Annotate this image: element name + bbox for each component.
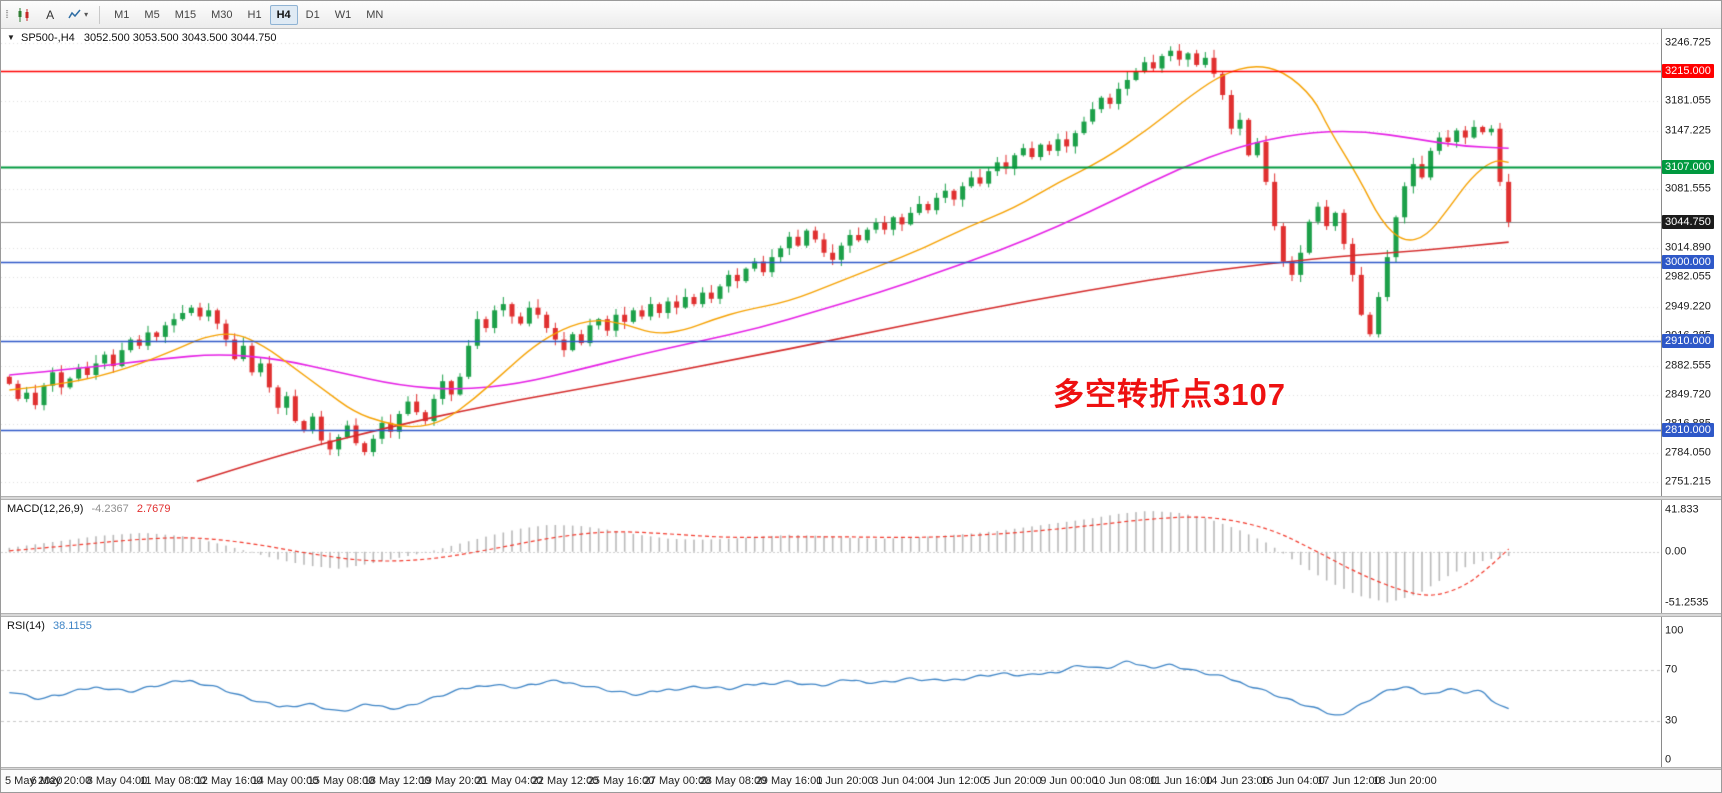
timeframe-button-group: M1 M5 M15 M30 H1 H4 D1 W1 MN (107, 4, 390, 25)
price-axis[interactable]: 3246.725 3181.055 3147.225 3081.555 3014.890… (1661, 29, 1721, 496)
price-tick-label: 3181.055 (1665, 94, 1711, 107)
rsi-label: RSI(14) (7, 620, 45, 632)
rsi-canvas[interactable] (1, 617, 1661, 767)
level-price-label: 2810.000 (1662, 422, 1714, 437)
time-tick-label: 27 May 00:00 (643, 775, 711, 787)
ohlc-values: 3052.500 3053.500 3043.500 3044.750 (83, 32, 277, 44)
chart-type-icon[interactable] (12, 4, 36, 26)
symbol-dropdown-icon[interactable]: ▼ (7, 33, 15, 42)
time-tick-label: 16 Jun 04:00 (1261, 775, 1325, 787)
tf-button-w1[interactable]: W1 (328, 5, 359, 25)
tf-button-m30[interactable]: M30 (204, 5, 239, 25)
macd-tick-label: -51.2535 (1665, 596, 1709, 609)
macd-value: -4.2367 (91, 503, 129, 515)
macd-label: MACD(12,26,9) (7, 503, 84, 515)
time-tick-label: 9 Jun 00:00 (1040, 775, 1098, 787)
price-tick-label: 3081.555 (1665, 182, 1711, 195)
macd-panel: MACD(12,26,9) -4.2367 2.7679 41.833 0.00 -… (1, 500, 1721, 613)
rsi-tick-label: 0 (1665, 753, 1672, 766)
symbol-label: SP500-,H4 (20, 32, 75, 44)
time-tick-label: 17 Jun 12:00 (1317, 775, 1381, 787)
price-tick-label: 2751.215 (1665, 475, 1711, 488)
rsi-tick-label: 70 (1665, 663, 1678, 676)
rsi-axis[interactable]: 100 70 30 0 (1661, 617, 1721, 767)
rsi-tick-label: 100 (1665, 624, 1684, 637)
time-tick-label: 18 May 12:00 (363, 775, 431, 787)
tf-button-d1[interactable]: D1 (299, 5, 327, 25)
time-tick-label: 12 May 16:00 (195, 775, 263, 787)
tf-button-h4[interactable]: H4 (269, 4, 298, 25)
level-price-label: 3107.000 (1662, 159, 1714, 174)
time-tick-label: 28 May 08:00 (699, 775, 767, 787)
time-tick-label: 6 May 20:00 (30, 775, 92, 787)
indicator-zigzag-icon (68, 9, 81, 18)
tf-button-m1[interactable]: M1 (107, 5, 136, 25)
time-tick-label: 19 May 20:00 (419, 775, 487, 787)
symbol-header: ▼ SP500-,H4 3052.500 3053.500 3043.500 3… (7, 32, 277, 44)
price-tick-label: 2784.050 (1665, 446, 1711, 459)
tf-button-mn[interactable]: MN (359, 5, 390, 25)
time-tick-label: 11 May 08:00 (140, 775, 206, 787)
time-tick-label: 3 Jun 04:00 (872, 775, 930, 787)
time-tick-label: 4 Jun 12:00 (928, 775, 986, 787)
price-tick-label: 3246.725 (1665, 36, 1711, 49)
price-tick-label: 3147.225 (1665, 124, 1711, 137)
rsi-panel: RSI(14) 38.1155 100 70 30 0 (1, 617, 1721, 767)
time-tick-label: 15 May 08:00 (307, 775, 375, 787)
candlestick-icon (18, 7, 29, 22)
time-tick-label: 1 Jun 20:00 (816, 775, 874, 787)
macd-axis[interactable]: 41.833 0.00 -51.2535 (1661, 500, 1721, 613)
price-tick-label: 3014.890 (1665, 241, 1711, 254)
macd-canvas[interactable] (1, 500, 1661, 613)
time-tick-label: 5 Jun 20:00 (984, 775, 1042, 787)
time-tick-label: 10 Jun 08:00 (1093, 775, 1157, 787)
rsi-header: RSI(14) 38.1155 (7, 620, 92, 632)
time-tick-label: 29 May 16:00 (755, 775, 823, 787)
rsi-value: 38.1155 (52, 620, 92, 632)
price-tick-label: 2982.055 (1665, 270, 1711, 283)
time-tick-label: 11 Jun 16:00 (1149, 775, 1213, 787)
indicators-button[interactable]: ▾ (64, 4, 92, 26)
time-tick-label: 22 May 12:00 (531, 775, 599, 787)
time-axis[interactable]: 5 May 2020 6 May 20:00 8 May 04:00 11 May 0… (1, 770, 1721, 792)
macd-tick-label: 0.00 (1665, 545, 1687, 558)
level-price-label: 3000.000 (1662, 254, 1714, 269)
panel-divider[interactable] (1, 767, 1721, 770)
time-tick-label: 5 May 2020 (5, 775, 63, 787)
chevron-down-icon: ▾ (84, 10, 89, 19)
level-price-label: 3215.000 (1662, 64, 1714, 79)
price-tick-label: 2882.555 (1665, 359, 1711, 372)
panel-divider[interactable] (1, 496, 1721, 500)
panel-divider[interactable] (1, 613, 1721, 617)
level-price-label: 2910.000 (1662, 334, 1714, 349)
rsi-tick-label: 30 (1665, 714, 1678, 727)
tf-button-m5[interactable]: M5 (137, 5, 166, 25)
time-tick-label: 14 May 00:00 (251, 775, 319, 787)
time-tick-label: 21 May 04:00 (475, 775, 543, 787)
tf-button-m15[interactable]: M15 (168, 5, 203, 25)
macd-tick-label: 41.833 (1665, 503, 1699, 516)
tf-button-h1[interactable]: H1 (241, 5, 269, 25)
macd-header: MACD(12,26,9) -4.2367 2.7679 (7, 503, 171, 515)
current-price-label: 3044.750 (1662, 214, 1714, 229)
toolbar-separator (99, 5, 101, 24)
cursor-mode-button[interactable]: A (38, 4, 62, 26)
macd-signal-value: 2.7679 (136, 503, 171, 515)
price-tick-label: 2949.220 (1665, 300, 1711, 313)
main-chart-panel: ▼ SP500-,H4 3052.500 3053.500 3043.500 3… (1, 29, 1721, 496)
time-tick-label: 8 May 04:00 (86, 775, 148, 787)
main-chart-canvas[interactable] (1, 29, 1661, 496)
chart-annotation: 多空转折点3107 (1053, 377, 1286, 412)
time-tick-label: 25 May 16:00 (587, 775, 655, 787)
toolbar-drag-handle[interactable]: ⁞⁞ (5, 8, 9, 21)
price-tick-label: 2849.720 (1665, 388, 1711, 401)
time-tick-label: 18 Jun 20:00 (1373, 775, 1437, 787)
toolbar: ⁞⁞ A ▾ M1 M5 M15 M30 H1 H4 D1 W1 MN (1, 1, 1721, 29)
time-tick-label: 14 Jun 23:00 (1205, 775, 1269, 787)
